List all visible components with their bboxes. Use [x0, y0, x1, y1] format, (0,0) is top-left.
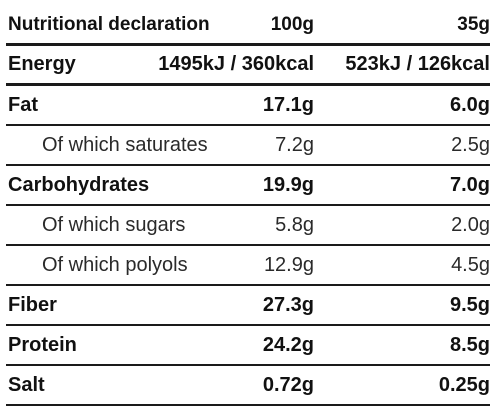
table-row-saturates: Of which saturates 7.2g 2.5g	[6, 126, 490, 166]
row-label: Of which polyols	[42, 253, 188, 276]
row-value-100g: 7.2g	[275, 133, 314, 156]
row-value-100g: 1495kJ / 360kcal	[158, 53, 314, 75]
row-value-portion: 7.0g	[449, 173, 490, 196]
row-value-portion: 0.25g	[438, 373, 490, 396]
row-label: Fiber	[8, 293, 57, 316]
table-row-sugars: Of which sugars 5.8g 2.0g	[6, 206, 490, 246]
row-value-portion: 6.0g	[449, 93, 490, 116]
row-value-100g: 24.2g	[262, 333, 314, 356]
table-row-carbohydrates: Carbohydrates 19.9g 7.0g	[6, 166, 490, 206]
header-per-portion: 35g	[457, 13, 490, 35]
row-label: Fat	[8, 93, 38, 116]
row-value-portion: 8.5g	[449, 333, 490, 356]
table-row-polyols: Of which polyols 12.9g 4.5g	[6, 246, 490, 286]
row-value-portion: 523kJ / 126kcal	[345, 53, 490, 75]
row-value-100g: 12.9g	[263, 253, 314, 276]
row-value-100g: 17.1g	[262, 93, 314, 116]
row-value-100g: 5.8g	[275, 213, 314, 236]
row-value-portion: 2.0g	[451, 213, 490, 236]
row-label: Of which saturates	[42, 133, 208, 156]
header-per-100g: 100g	[270, 13, 314, 35]
nutrition-table: Nutritional declaration 100g 35g Energy …	[6, 6, 490, 406]
table-row-energy: Energy 1495kJ / 360kcal 523kJ / 126kcal	[6, 46, 490, 86]
row-label: Energy	[8, 53, 76, 75]
row-label: Of which sugars	[42, 213, 186, 236]
table-row-fat: Fat 17.1g 6.0g	[6, 86, 490, 126]
table-row-salt: Salt 0.72g 0.25g	[6, 366, 490, 406]
row-value-100g: 19.9g	[262, 173, 314, 196]
table-row-protein: Protein 24.2g 8.5g	[6, 326, 490, 366]
row-value-portion: 4.5g	[451, 253, 490, 276]
table-header-row: Nutritional declaration 100g 35g	[6, 6, 490, 46]
table-row-fiber: Fiber 27.3g 9.5g	[6, 286, 490, 326]
header-label: Nutritional declaration	[8, 13, 210, 35]
row-value-portion: 2.5g	[451, 133, 490, 156]
row-value-100g: 0.72g	[262, 373, 314, 396]
row-label: Carbohydrates	[8, 173, 150, 196]
row-value-100g: 27.3g	[262, 293, 314, 316]
row-label: Protein	[8, 333, 77, 356]
row-label: Salt	[8, 373, 45, 396]
row-value-portion: 9.5g	[449, 293, 490, 316]
